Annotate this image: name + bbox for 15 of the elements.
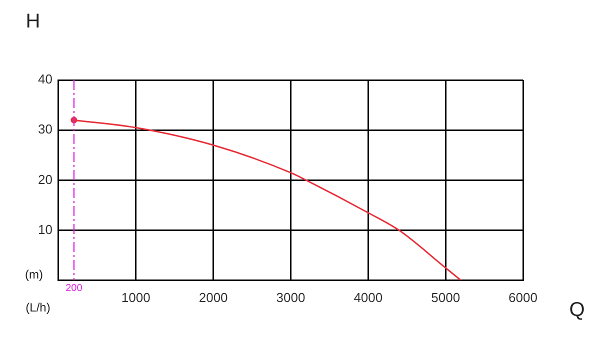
x-tick-label: 6000 [508,290,538,305]
y-axis-title: H [26,10,40,33]
x-axis-title: Q [569,298,585,321]
y-tick-label: 10 [38,222,52,237]
x-tick-label: 1000 [121,290,150,305]
text: (L/h) [26,300,50,315]
x-tick-label: 4000 [354,290,383,305]
x-tick-label: 5000 [431,290,460,305]
text: (m) [25,268,43,282]
x-tick-label: 3000 [276,290,306,305]
ref-line-label: 200 [66,283,83,294]
x-tick-label: 2000 [198,290,228,305]
y-tick-label: 30 [38,122,52,137]
y-tick-label: 40 [38,72,52,87]
y-tick-label: 20 [38,172,52,187]
